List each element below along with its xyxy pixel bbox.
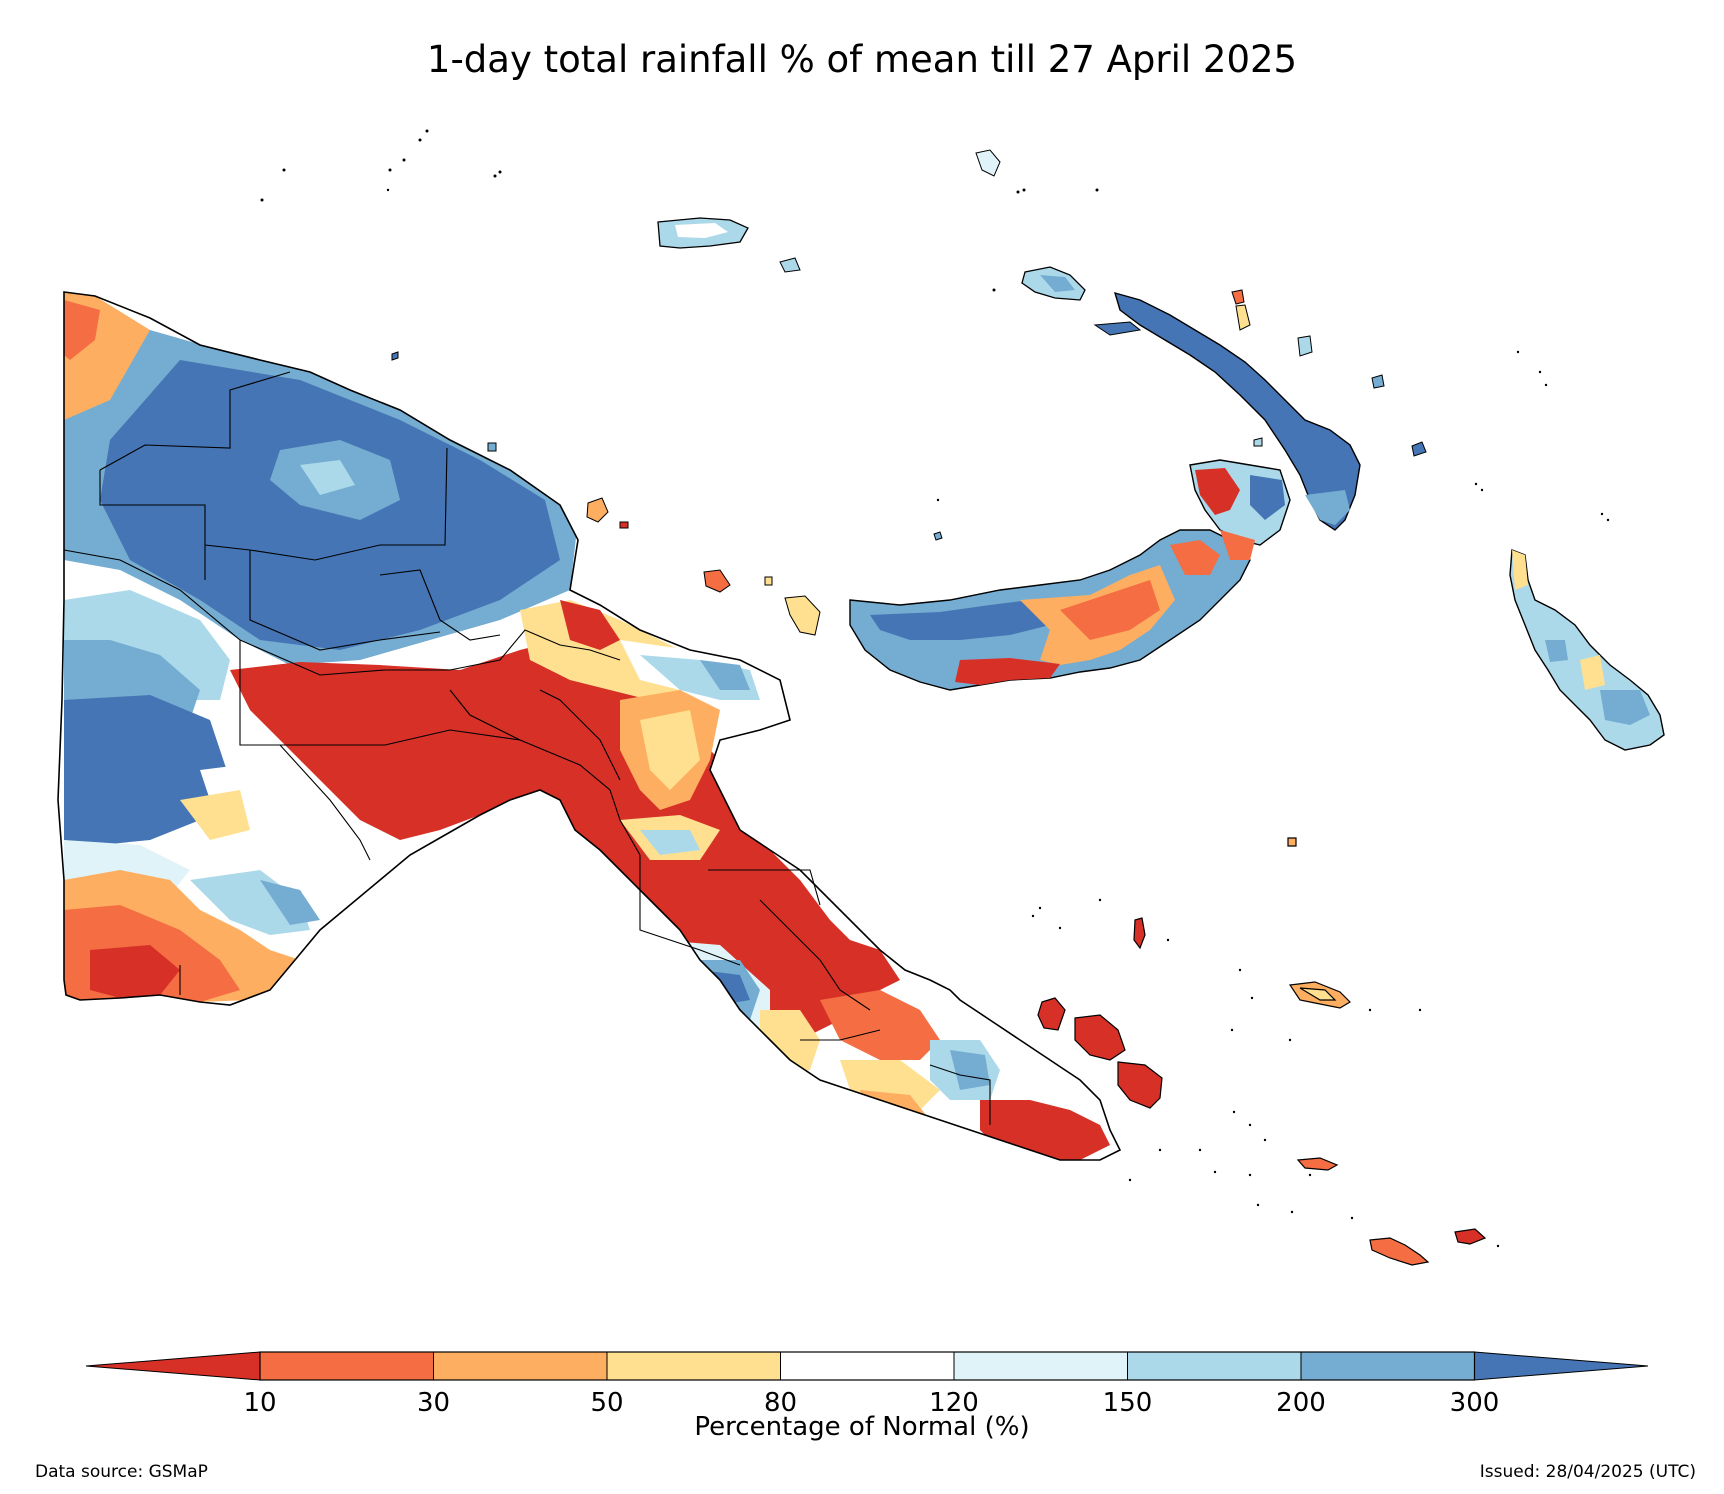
colorbar-segment xyxy=(954,1352,1128,1380)
colorbar-segment xyxy=(1301,1352,1475,1380)
colorbar-extend-low xyxy=(85,1351,261,1381)
colorbar-segment xyxy=(433,1352,607,1380)
map-title: 1-day total rainfall % of mean till 27 A… xyxy=(426,38,1298,81)
colorbar-tick-label: 300 xyxy=(1449,1388,1500,1418)
province-boundaries xyxy=(63,371,991,1125)
colorbar-tick-label: 150 xyxy=(1102,1388,1153,1418)
colorbar-segment xyxy=(607,1352,781,1380)
new-ireland xyxy=(1113,291,1361,531)
colorbar-segment xyxy=(780,1352,954,1380)
small-islands xyxy=(391,149,1427,636)
data-source: Data source: GSMaP xyxy=(35,1462,208,1482)
colorbar-segment xyxy=(1127,1352,1301,1380)
colorbar-label: Percentage of Normal (%) xyxy=(694,1412,1030,1442)
mainland-coastline xyxy=(57,291,1122,1161)
colorbar-extend-high xyxy=(1474,1351,1649,1381)
colorbar-tick-label: 120 xyxy=(929,1388,979,1418)
new-britain xyxy=(849,529,1251,691)
colorbar-tick-label: 30 xyxy=(416,1388,451,1418)
atoll-dots xyxy=(260,129,1610,1248)
gazelle-peninsula xyxy=(1189,459,1291,560)
new-hanover xyxy=(1021,266,1142,336)
issued-date: Issued: 28/04/2025 (UTC) xyxy=(1479,1462,1696,1482)
bougainville-island xyxy=(1509,549,1665,751)
manus-island xyxy=(657,217,801,273)
colorbar-tick-label: 200 xyxy=(1276,1388,1326,1418)
colorbar-segment xyxy=(260,1352,434,1380)
colorbar-tick-label: 80 xyxy=(763,1388,798,1418)
colorbar-tick-label: 50 xyxy=(590,1388,624,1418)
southeast-islands xyxy=(1037,837,1487,1266)
colorbar-tick-label: 10 xyxy=(243,1388,277,1418)
